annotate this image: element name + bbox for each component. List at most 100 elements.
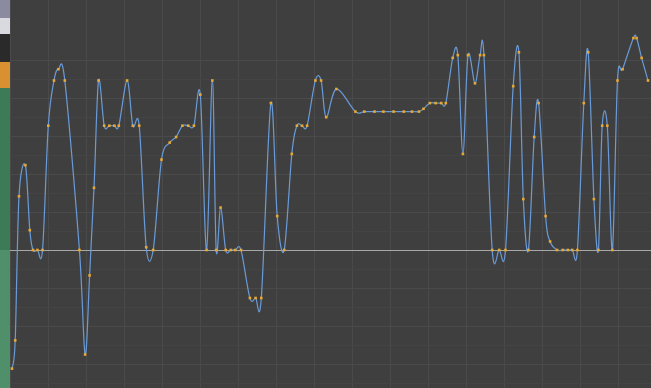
- keyframe-point[interactable]: [410, 110, 414, 113]
- keyframe-point[interactable]: [97, 79, 100, 82]
- keyframe-point[interactable]: [300, 124, 304, 127]
- keyframe-point[interactable]: [260, 296, 263, 300]
- keyframe-point[interactable]: [597, 248, 600, 252]
- keyframe-point[interactable]: [295, 124, 299, 127]
- keyframe-point[interactable]: [17, 195, 21, 198]
- keyframe-point[interactable]: [621, 67, 624, 71]
- keyframe-point[interactable]: [205, 248, 208, 252]
- fcurve-graph[interactable]: [10, 0, 651, 388]
- keyframe-point[interactable]: [113, 124, 116, 127]
- keyframe-point[interactable]: [611, 248, 614, 252]
- keyframe-point[interactable]: [490, 248, 494, 252]
- keyframe-point[interactable]: [422, 107, 425, 111]
- keyframe-point[interactable]: [10, 367, 14, 370]
- keyframe-point[interactable]: [137, 124, 141, 127]
- keyframe-point[interactable]: [363, 110, 366, 113]
- keyframe-point[interactable]: [586, 51, 590, 54]
- keyframe-point[interactable]: [28, 228, 32, 232]
- keyframes[interactable]: [10, 36, 650, 370]
- keyframe-point[interactable]: [635, 36, 638, 40]
- keyframe-point[interactable]: [31, 248, 35, 252]
- keyframe-point[interactable]: [544, 214, 547, 218]
- keyframe-point[interactable]: [275, 214, 279, 218]
- keyframe-point[interactable]: [181, 124, 184, 127]
- keyframe-point[interactable]: [561, 248, 565, 252]
- keyframe-point[interactable]: [382, 110, 385, 113]
- keyframe-point[interactable]: [219, 206, 222, 209]
- keyframe-point[interactable]: [160, 158, 163, 161]
- keyframe-point[interactable]: [305, 124, 309, 127]
- keyframe-point[interactable]: [440, 101, 443, 105]
- keyframe-point[interactable]: [229, 248, 233, 252]
- keyframe-point[interactable]: [324, 115, 328, 119]
- keyframe-point[interactable]: [517, 51, 521, 54]
- keyframe-point[interactable]: [211, 79, 214, 82]
- keyframe-point[interactable]: [233, 248, 237, 252]
- keyframe-point[interactable]: [239, 248, 243, 252]
- keyframe-point[interactable]: [78, 248, 81, 252]
- keyframe-point[interactable]: [532, 135, 536, 139]
- keyframe-point[interactable]: [456, 53, 460, 57]
- keyframe-point[interactable]: [640, 56, 643, 60]
- graph-editor-canvas[interactable]: [10, 0, 651, 388]
- keyframe-point[interactable]: [482, 53, 486, 57]
- keyframe-point[interactable]: [548, 240, 552, 243]
- keyframe-point[interactable]: [600, 124, 604, 127]
- keyframe-point[interactable]: [555, 248, 559, 252]
- keyframe-point[interactable]: [434, 101, 437, 105]
- keyframe-point[interactable]: [522, 197, 525, 201]
- keyframe-point[interactable]: [527, 248, 530, 252]
- keyframe-point[interactable]: [319, 79, 323, 82]
- keyframe-point[interactable]: [144, 245, 148, 249]
- keyframe-point[interactable]: [290, 152, 294, 156]
- keyframe-point[interactable]: [13, 339, 17, 342]
- keyframe-point[interactable]: [466, 53, 470, 57]
- keyframe-point[interactable]: [199, 93, 202, 96]
- keyframe-point[interactable]: [214, 248, 218, 252]
- keyframe-point[interactable]: [537, 101, 540, 105]
- keyframe-point[interactable]: [83, 353, 87, 356]
- keyframe-point[interactable]: [616, 79, 619, 82]
- keyframe-point[interactable]: [461, 152, 465, 156]
- keyframe-point[interactable]: [354, 110, 357, 113]
- keyframe-point[interactable]: [88, 274, 91, 277]
- keyframe-point[interactable]: [269, 101, 273, 105]
- keyframe-point[interactable]: [335, 87, 338, 91]
- keyframe-point[interactable]: [504, 248, 507, 252]
- keyframe-point[interactable]: [224, 248, 227, 252]
- keyframe-point[interactable]: [117, 124, 121, 127]
- keyframe-point[interactable]: [451, 56, 454, 60]
- keyframe-point[interactable]: [102, 124, 106, 127]
- keyframe-point[interactable]: [186, 124, 190, 127]
- keyframe-point[interactable]: [63, 79, 67, 82]
- keyframe-point[interactable]: [314, 79, 317, 82]
- keyframe-point[interactable]: [566, 248, 570, 252]
- keyframe-point[interactable]: [168, 141, 171, 144]
- keyframe-point[interactable]: [131, 124, 135, 127]
- keyframe-point[interactable]: [444, 101, 448, 105]
- keyframe-point[interactable]: [571, 248, 574, 252]
- keyframe-point[interactable]: [592, 197, 596, 201]
- keyframe-point[interactable]: [402, 110, 406, 113]
- keyframe-point[interactable]: [428, 101, 432, 105]
- keyframe-point[interactable]: [192, 124, 196, 127]
- keyframe-point[interactable]: [108, 124, 111, 127]
- keyframe-point[interactable]: [174, 135, 178, 139]
- keyframe-point[interactable]: [47, 124, 50, 127]
- keyframe-point[interactable]: [511, 84, 515, 88]
- keyframe-point[interactable]: [151, 248, 155, 252]
- keyframe-point[interactable]: [497, 248, 501, 252]
- keyframe-point[interactable]: [24, 163, 27, 167]
- keyframe-point[interactable]: [473, 82, 477, 85]
- keyframe-point[interactable]: [373, 110, 376, 113]
- keyframe-point[interactable]: [646, 79, 650, 82]
- keyframe-point[interactable]: [582, 101, 586, 105]
- keyframe-point[interactable]: [248, 296, 252, 300]
- keyframe-point[interactable]: [41, 248, 44, 252]
- keyframe-point[interactable]: [52, 79, 56, 82]
- keyframe-point[interactable]: [254, 296, 257, 300]
- keyframe-point[interactable]: [92, 186, 96, 190]
- keyframe-point[interactable]: [576, 248, 579, 252]
- keyframe-point[interactable]: [282, 248, 286, 252]
- keyframe-point[interactable]: [417, 110, 421, 113]
